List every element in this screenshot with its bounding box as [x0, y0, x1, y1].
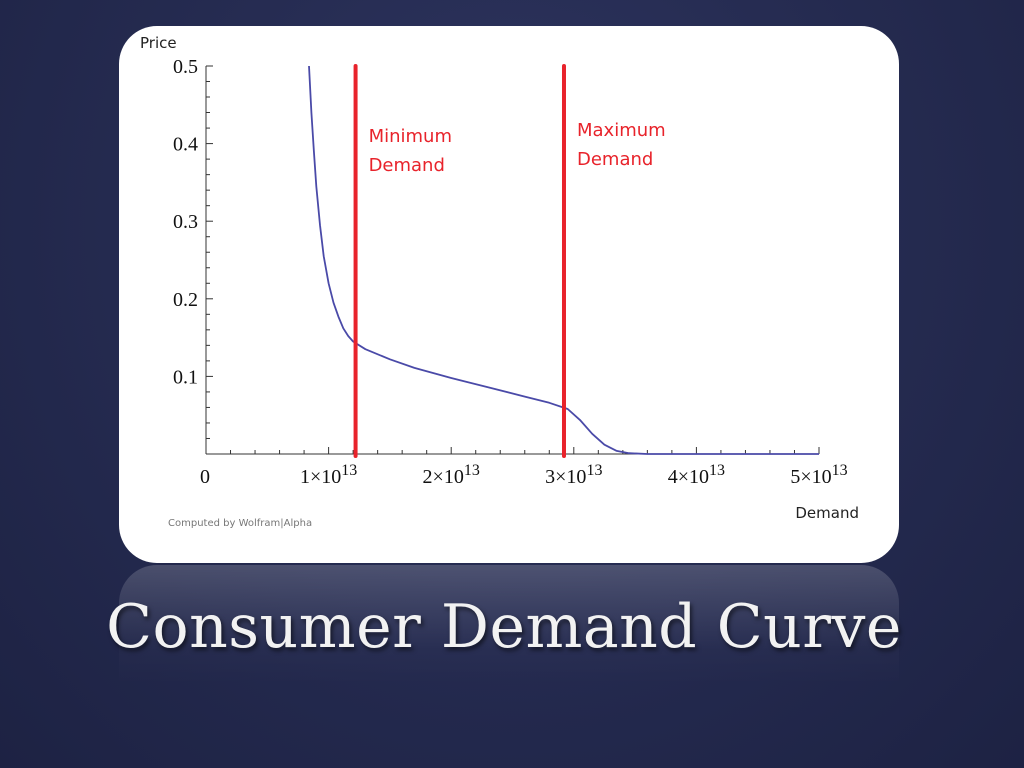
- minimum-demand-label-line: Minimum: [369, 126, 452, 147]
- demand-curve-line: [308, 65, 819, 455]
- y-tick-label: 0.5: [173, 56, 198, 78]
- x-tick-label: 5×1013: [790, 462, 847, 488]
- minimum-demand-label-line: Demand: [369, 155, 445, 176]
- x-tick-label: 3×1013: [545, 462, 602, 488]
- x-tick-label: 0: [200, 466, 210, 488]
- x-tick-label: 4×1013: [668, 462, 725, 488]
- y-tick-label: 0.2: [173, 289, 198, 311]
- chart-credit: Computed by Wolfram|Alpha: [168, 518, 312, 529]
- chart-card: 0.1 0.2 0.3 0.4 0.5 0 1×1013 2×1013 3×1013 4×1013…: [119, 26, 899, 563]
- y-tick-label: 0.3: [173, 211, 198, 233]
- y-tick-label: 0.4: [173, 134, 198, 156]
- maximum-demand-label-line: Demand: [577, 149, 653, 170]
- x-axis-title: Demand: [795, 504, 859, 522]
- chart-reflection: [119, 565, 899, 685]
- maximum-demand-label-line: Maximum: [577, 120, 666, 141]
- x-tick-label: 1×1013: [300, 462, 357, 488]
- y-tick-label: 0.1: [173, 366, 198, 388]
- demand-chart: 0.1 0.2 0.3 0.4 0.5 0 1×1013 2×1013 3×1013 4×1013…: [140, 34, 859, 529]
- x-tick-label: 2×1013: [423, 462, 480, 488]
- slide-title: Consumer Demand Curve: [106, 592, 902, 662]
- y-axis-title: Price: [140, 34, 177, 52]
